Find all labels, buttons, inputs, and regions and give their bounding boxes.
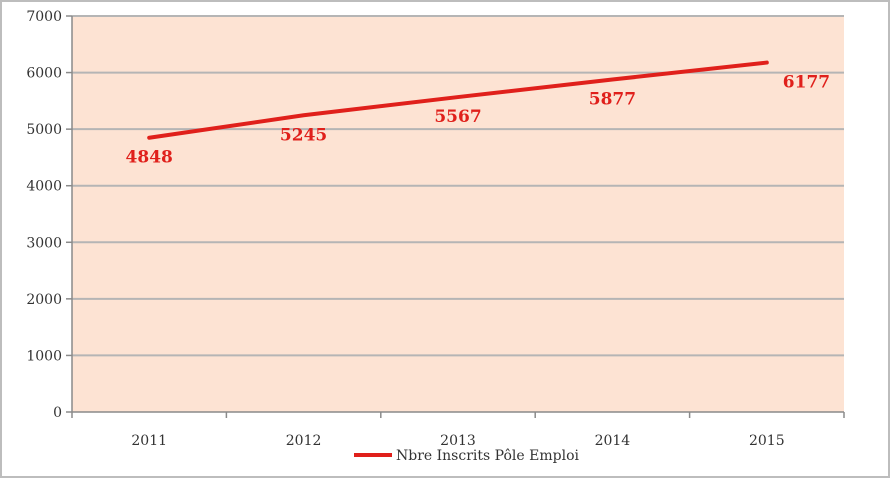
axes bbox=[66, 15, 845, 418]
series-layer bbox=[147, 60, 769, 140]
data-label: 5245 bbox=[280, 125, 327, 145]
legend-label: Nbre Inscrits Pôle Emploi bbox=[396, 448, 580, 464]
x-tick-label: 2011 bbox=[131, 433, 167, 449]
y-tick-label: 1000 bbox=[26, 348, 62, 364]
data-label: 4848 bbox=[126, 148, 173, 168]
data-label: 5567 bbox=[434, 107, 481, 127]
x-tick-label: 2013 bbox=[440, 433, 476, 449]
data-label: 5877 bbox=[589, 90, 636, 110]
y-axis-tick-labels: 0 1000 2000 3000 4000 5000 6000 7000 bbox=[26, 9, 62, 421]
y-tick-label: 0 bbox=[53, 405, 62, 421]
data-label: 6177 bbox=[783, 73, 830, 93]
x-tick-label: 2014 bbox=[595, 433, 631, 449]
y-tick-label: 4000 bbox=[26, 179, 62, 195]
series-line bbox=[147, 60, 769, 140]
y-tick-label: 2000 bbox=[26, 292, 62, 308]
plot-area bbox=[72, 16, 844, 412]
y-tick-label: 3000 bbox=[26, 235, 62, 251]
x-tick-label: 2015 bbox=[749, 433, 785, 449]
data-labels: 4848 5245 5567 5877 6177 bbox=[126, 73, 831, 168]
y-tick-label: 5000 bbox=[26, 122, 62, 138]
x-axis-tick-labels: 2011 2012 2013 2014 2015 bbox=[131, 433, 784, 449]
y-tick-label: 6000 bbox=[26, 66, 62, 82]
legend: Nbre Inscrits Pôle Emploi bbox=[354, 448, 580, 464]
x-tick-label: 2012 bbox=[286, 433, 322, 449]
y-tick-label: 7000 bbox=[26, 9, 62, 25]
